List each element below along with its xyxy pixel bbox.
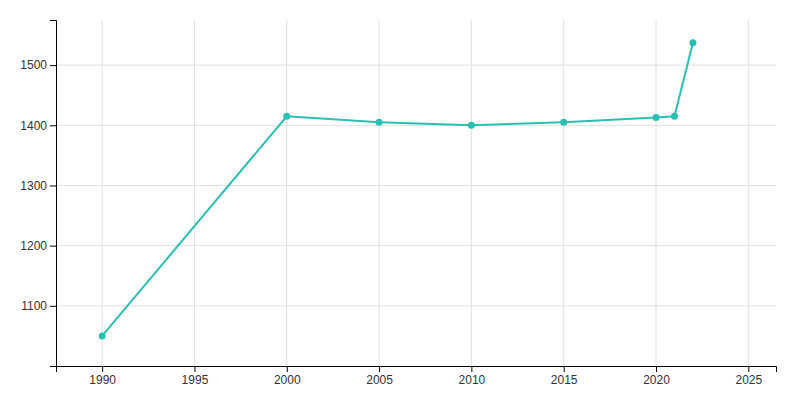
tick-mark bbox=[50, 125, 56, 126]
tick-mark bbox=[50, 306, 56, 307]
point bbox=[560, 119, 567, 126]
axis-line bbox=[50, 21, 57, 367]
y-axis: 1100 1200 1300 1400 1500 bbox=[20, 21, 56, 367]
point bbox=[653, 114, 660, 121]
tick: 1990 bbox=[89, 366, 116, 387]
tick-mark bbox=[656, 366, 657, 372]
tick-label: 1400 bbox=[20, 119, 47, 133]
chart: 1990 1995 2000 2005 2010 2015 2020 2025 1100 1200… bbox=[0, 0, 800, 400]
tick-mark bbox=[102, 366, 103, 372]
grid-line bbox=[56, 65, 776, 66]
tick-label: 2000 bbox=[274, 373, 301, 387]
tick: 1995 bbox=[182, 366, 209, 387]
tick: 2025 bbox=[735, 366, 762, 387]
axis-line bbox=[57, 367, 777, 373]
grid-line bbox=[286, 20, 287, 366]
tick-label: 2010 bbox=[459, 373, 486, 387]
tick-label: 1200 bbox=[20, 239, 47, 253]
line bbox=[102, 43, 693, 336]
tick: 1300 bbox=[20, 179, 56, 193]
tick-label: 1100 bbox=[21, 299, 47, 313]
tick-mark bbox=[50, 65, 56, 66]
tick-label: 1990 bbox=[89, 373, 116, 387]
tick-mark bbox=[50, 185, 56, 186]
tick-mark bbox=[564, 366, 565, 372]
grid bbox=[56, 20, 776, 366]
tick: 2010 bbox=[459, 366, 486, 387]
grid-line bbox=[563, 20, 564, 366]
point bbox=[671, 113, 678, 120]
tick: 2005 bbox=[366, 366, 393, 387]
grid-line bbox=[102, 20, 103, 366]
tick-mark bbox=[379, 366, 380, 372]
plot-area: 1990 1995 2000 2005 2010 2015 2020 2025 1100 1200… bbox=[20, 20, 776, 387]
grid-line bbox=[56, 125, 776, 126]
tick-label: 2020 bbox=[643, 373, 670, 387]
point bbox=[376, 119, 383, 126]
tick-mark bbox=[50, 246, 56, 247]
point bbox=[283, 113, 290, 120]
tick-mark bbox=[287, 366, 288, 372]
tick-mark bbox=[471, 366, 472, 372]
tick: 1100 bbox=[21, 299, 56, 313]
grid-line bbox=[379, 20, 380, 366]
tick-label: 2005 bbox=[366, 373, 393, 387]
grid-line bbox=[471, 20, 472, 366]
grid-line bbox=[56, 305, 776, 306]
marks bbox=[99, 39, 697, 339]
point bbox=[468, 122, 475, 129]
tick: 1400 bbox=[20, 119, 56, 133]
tick-mark bbox=[748, 366, 749, 372]
tick: 2015 bbox=[551, 366, 578, 387]
tick: 1500 bbox=[20, 58, 56, 72]
tick-label: 1995 bbox=[182, 373, 209, 387]
grid-line bbox=[194, 20, 195, 366]
tick: 2020 bbox=[643, 366, 670, 387]
grid-line bbox=[56, 185, 776, 186]
tick: 2000 bbox=[274, 366, 301, 387]
tick-label: 1300 bbox=[20, 179, 47, 193]
tick: 1200 bbox=[20, 239, 56, 253]
grid-line bbox=[56, 245, 776, 246]
grid-line bbox=[748, 20, 749, 366]
point bbox=[689, 39, 696, 46]
tick-label: 1500 bbox=[20, 58, 47, 72]
grid-line bbox=[656, 20, 657, 366]
x-axis: 1990 1995 2000 2005 2010 2015 2020 2025 bbox=[57, 366, 777, 387]
tick-label: 2025 bbox=[735, 373, 762, 387]
point bbox=[99, 332, 106, 339]
tick-mark bbox=[194, 366, 195, 372]
tick-label: 2015 bbox=[551, 373, 578, 387]
